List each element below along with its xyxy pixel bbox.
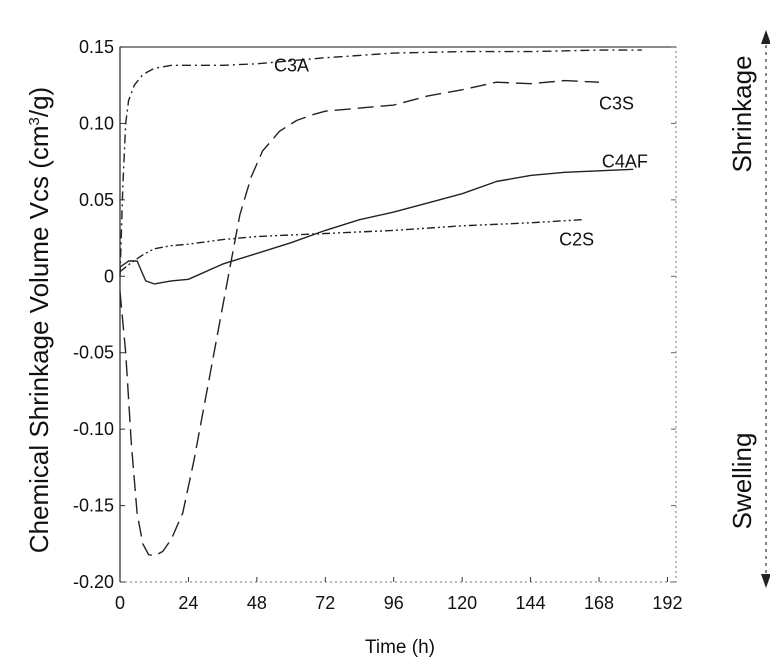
series-line-c2s: [119, 219, 582, 273]
y-axis-title-superscript: 3: [26, 117, 43, 125]
series-line-c3a: [119, 49, 642, 277]
y-axis-title: Chemical Shrinkage Volume Vcs (cm3/g): [24, 87, 54, 553]
x-tick-label: 48: [247, 593, 267, 613]
y-tick-label: -0.20: [73, 572, 114, 592]
x-tick-label: 72: [315, 593, 335, 613]
shrinkage-label: Shrinkage: [727, 55, 757, 172]
x-tick-label: 192: [652, 593, 682, 613]
y-tick-label: 0: [104, 266, 114, 286]
x-tick-label: 0: [115, 593, 125, 613]
y-tick-label: 0.10: [79, 113, 114, 133]
y-tick-label: -0.05: [73, 343, 114, 363]
series-line-c3s: [119, 79, 600, 557]
x-tick-label: 24: [178, 593, 198, 613]
x-tick-label: 168: [584, 593, 614, 613]
y-tick-label: -0.10: [73, 419, 114, 439]
x-tick-label: 144: [516, 593, 546, 613]
series-line-c4af: [119, 168, 634, 285]
y-ticks: 0.15 0.10 0.05 0 -0.05 -0.10 -0.15 -0.20: [73, 37, 676, 592]
x-tick-label: 96: [384, 593, 404, 613]
x-axis-title: Time (h): [365, 637, 435, 658]
shrinkage-arrow-icon: [761, 30, 770, 44]
series-label-c3a: C3A: [274, 55, 309, 75]
y-tick-label: -0.15: [73, 496, 114, 516]
y-tick-label: 0.05: [79, 190, 114, 210]
swelling-arrow-icon: [761, 574, 770, 588]
y-axis-title-main: Chemical Shrinkage Volume Vcs (cm: [24, 125, 54, 553]
series-label-c3s: C3S: [599, 94, 634, 114]
x-tick-label: 120: [447, 593, 477, 613]
y-tick-label: 0.15: [79, 37, 114, 57]
shrinkage-swelling-axis: Shrinkage Swelling: [727, 30, 770, 588]
y-axis-title-tail: /g): [24, 87, 54, 117]
series-lines: [119, 49, 642, 557]
x-ticks: 0 24 48 72 96 120 144 168 192: [115, 577, 682, 613]
series-label-c2s: C2S: [559, 230, 594, 250]
series-labels: C3A C3S C4AF C2S: [274, 55, 648, 249]
series-label-c4af: C4AF: [602, 152, 648, 172]
plot-frame: [119, 46, 677, 583]
swelling-label: Swelling: [727, 433, 757, 530]
